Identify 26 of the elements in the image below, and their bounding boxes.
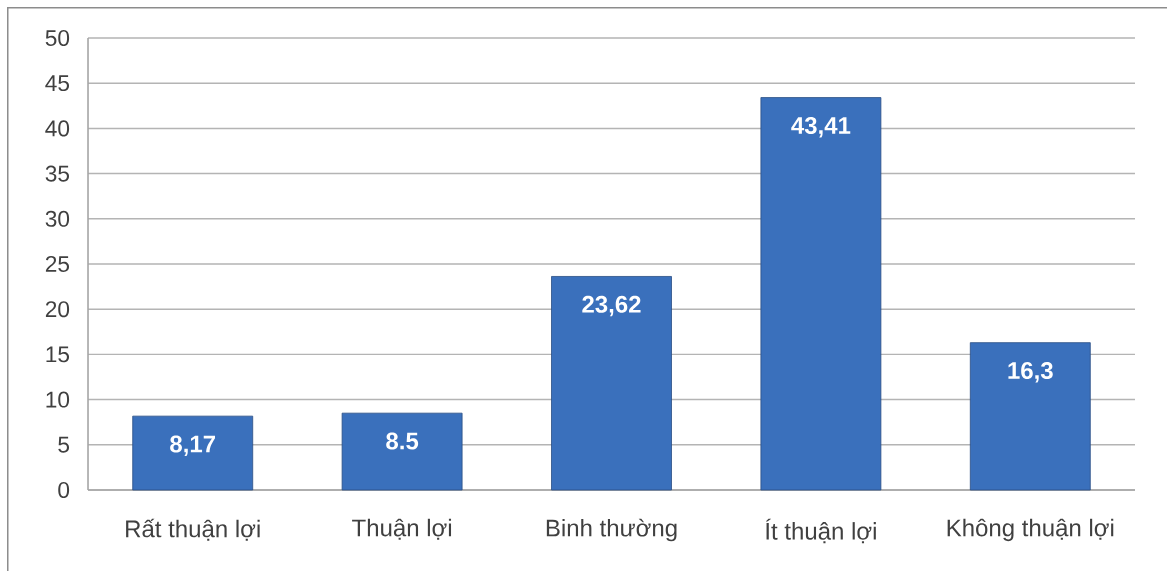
x-tick-label: Ít thuận lợi: [765, 518, 876, 544]
x-tick-label: Thuận lợi: [352, 518, 452, 540]
bar: [551, 276, 672, 491]
y-tick-label: 45: [45, 75, 70, 92]
data-label: 43,41: [791, 116, 851, 138]
data-label: 8,17: [170, 435, 216, 456]
bar: [132, 415, 254, 491]
y-tick-label: 35: [45, 165, 70, 182]
x-tick-label: Binh thường: [546, 518, 677, 542]
bar: [760, 97, 882, 491]
y-tick-label: 25: [45, 255, 70, 273]
y-tick-label: 20: [45, 301, 70, 318]
y-tick-label: 50: [45, 29, 70, 47]
data-label: 8.5: [386, 432, 419, 450]
bar: [969, 342, 1091, 491]
y-tick-label: 15: [46, 346, 70, 363]
y-tick-label: 5: [58, 436, 70, 453]
y-tick-label: 40: [45, 120, 70, 137]
y-tick-label: 0: [58, 481, 70, 499]
data-label: 16,3: [1008, 362, 1053, 383]
bar: [341, 412, 463, 491]
x-tick-label: Rất thuận lợi: [126, 518, 260, 541]
y-tick-label: 10: [46, 391, 70, 408]
x-tick-label: Không thuận lợi: [947, 518, 1114, 542]
y-tick-label: 30: [45, 210, 70, 227]
data-label: 23,62: [582, 295, 641, 317]
